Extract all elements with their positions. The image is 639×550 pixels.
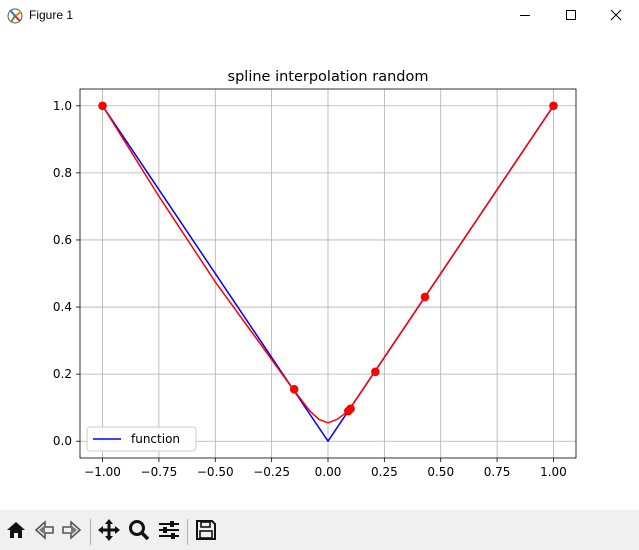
data-point bbox=[420, 292, 430, 302]
zoom-icon bbox=[127, 518, 151, 546]
x-tick-label: 0.25 bbox=[371, 465, 398, 479]
home-icon bbox=[5, 519, 27, 545]
figure-canvas[interactable]: −1.00 −0.75 −0.50 −0.25 0.00 0.25 0.50 0.75 1.00… bbox=[0, 31, 639, 510]
data-point bbox=[98, 101, 107, 111]
title-bar[interactable]: Figure 1 bbox=[0, 0, 639, 31]
y-tick-label: 0.4 bbox=[53, 300, 72, 314]
forward-button[interactable] bbox=[60, 520, 84, 544]
y-tick-label: 1.0 bbox=[53, 99, 72, 113]
x-tick-label: −0.25 bbox=[253, 465, 290, 479]
maximize-icon bbox=[565, 6, 577, 25]
zoom-button[interactable] bbox=[127, 520, 151, 544]
x-tick-label: 0.75 bbox=[484, 465, 511, 479]
pan-button[interactable] bbox=[97, 518, 121, 546]
minimize-icon bbox=[519, 6, 531, 25]
navigation-toolbar bbox=[0, 510, 639, 550]
y-tick-label: 0.0 bbox=[53, 434, 72, 448]
forward-arrow-icon bbox=[61, 519, 83, 545]
data-point bbox=[346, 404, 355, 413]
y-tick-label: 0.6 bbox=[53, 233, 72, 247]
x-tick-label: −0.75 bbox=[141, 465, 178, 479]
data-point bbox=[371, 367, 380, 377]
x-tick-label: −0.50 bbox=[197, 465, 234, 479]
y-tick-label: 0.8 bbox=[53, 166, 72, 180]
legend-box bbox=[86, 426, 197, 452]
toolbar-separator bbox=[90, 519, 91, 545]
matplotlib-logo-icon bbox=[6, 7, 24, 25]
save-button[interactable] bbox=[194, 520, 218, 544]
chart: −1.00 −0.75 −0.50 −0.25 0.00 0.25 0.50 0.75 1.00… bbox=[53, 69, 577, 479]
x-tick-label: 1.00 bbox=[540, 465, 567, 479]
close-icon bbox=[610, 6, 622, 25]
x-tick-label: 0.00 bbox=[315, 465, 342, 479]
configure-subplots-button[interactable] bbox=[157, 520, 181, 544]
sliders-icon bbox=[157, 518, 181, 546]
x-tick-label: −1.00 bbox=[84, 465, 121, 479]
chart-title: spline interpolation random bbox=[228, 69, 429, 85]
back-arrow-icon bbox=[33, 519, 55, 545]
home-button[interactable] bbox=[4, 520, 28, 544]
legend-label-function: function bbox=[131, 432, 180, 446]
window-title: Figure 1 bbox=[29, 8, 74, 22]
spline-line bbox=[101, 105, 555, 424]
close-button[interactable] bbox=[593, 0, 639, 31]
data-point bbox=[289, 384, 299, 394]
toolbar-separator bbox=[187, 519, 188, 545]
save-icon bbox=[195, 519, 217, 545]
y-tick-label: 0.2 bbox=[53, 367, 72, 381]
back-button[interactable] bbox=[32, 520, 56, 544]
x-tick-label: 0.50 bbox=[427, 465, 454, 479]
data-point bbox=[549, 101, 558, 111]
move-icon bbox=[97, 518, 121, 546]
minimize-button[interactable] bbox=[502, 0, 548, 31]
maximize-button[interactable] bbox=[548, 0, 594, 31]
